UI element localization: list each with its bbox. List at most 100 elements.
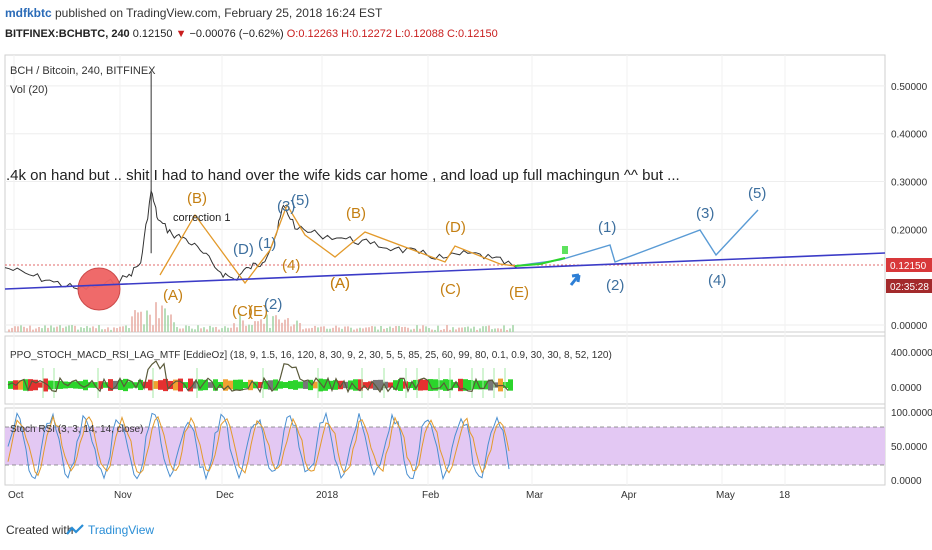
volume-bar bbox=[266, 314, 268, 332]
time-tick-label: May bbox=[716, 490, 735, 501]
ppo-bar bbox=[473, 380, 478, 390]
volume-bar bbox=[206, 329, 208, 332]
volume-bar bbox=[212, 327, 214, 332]
up-arrow-icon bbox=[569, 273, 581, 286]
volume-bar bbox=[296, 320, 298, 332]
volume-bar bbox=[503, 325, 505, 332]
volume-bar bbox=[50, 325, 52, 332]
volume-bar bbox=[32, 329, 34, 332]
volume-bar bbox=[440, 329, 442, 332]
ppo-histogram bbox=[8, 368, 513, 398]
ppo-bar bbox=[458, 378, 463, 392]
volume-bar bbox=[401, 327, 403, 332]
countdown-label: 02:35:28 bbox=[890, 282, 929, 293]
volume-bar bbox=[92, 326, 94, 332]
volume-bar bbox=[464, 327, 466, 332]
volume-bar bbox=[209, 325, 211, 332]
volume-bar bbox=[290, 326, 292, 332]
time-tick-label: Feb bbox=[422, 490, 440, 501]
ppo-bar bbox=[268, 380, 273, 390]
volume-bar bbox=[392, 327, 394, 332]
ppo-bar bbox=[303, 381, 308, 389]
volume-bar bbox=[59, 325, 61, 332]
volume-bar bbox=[446, 325, 448, 332]
volume-bar bbox=[215, 326, 217, 332]
trendline[interactable] bbox=[4, 252, 886, 290]
volume-bar bbox=[299, 323, 301, 332]
volume-bar bbox=[62, 327, 64, 332]
ppo-bar bbox=[163, 378, 168, 392]
volume-bar bbox=[8, 329, 10, 332]
price-tick-label: 0.00000 bbox=[891, 321, 928, 332]
ppo-bar bbox=[378, 379, 383, 391]
time-tick-label: Oct bbox=[8, 490, 24, 501]
volume-bar bbox=[452, 327, 454, 332]
volume-bar bbox=[317, 327, 319, 332]
volume-bar bbox=[20, 325, 22, 332]
time-axis: Oct Nov Dec 2018 Feb Mar Apr May 18 bbox=[8, 490, 791, 501]
volume-bar bbox=[353, 329, 355, 332]
wave-label-past: (B) bbox=[346, 205, 366, 222]
volume-bar bbox=[491, 329, 493, 332]
volume-bar bbox=[38, 326, 40, 332]
wave-label-past: (A) bbox=[330, 275, 350, 292]
ppo-bar bbox=[8, 381, 13, 389]
volume-bar bbox=[344, 326, 346, 332]
ppo-bar bbox=[108, 379, 113, 391]
volume-bar bbox=[89, 327, 91, 332]
volume-bar bbox=[71, 325, 73, 332]
volume-bar bbox=[386, 328, 388, 332]
volume-bar bbox=[143, 324, 145, 332]
wave-label-past: (E) bbox=[509, 284, 529, 301]
time-tick-label: Dec bbox=[216, 490, 234, 501]
publish-info: published on TradingView.com, February 2… bbox=[51, 6, 383, 20]
ppo-bar bbox=[283, 382, 288, 388]
ppo-bar bbox=[188, 378, 193, 392]
volume-bar bbox=[332, 327, 334, 332]
volume-bar bbox=[197, 325, 199, 332]
ppo-bar bbox=[353, 379, 358, 391]
volume-bar bbox=[284, 319, 286, 332]
volume-bar bbox=[248, 324, 250, 332]
wave-labels: (A)(B)(A)(C)(E)(D) (1)(2)(3)(4)(5)(B)(A)(… bbox=[163, 185, 766, 320]
volume-bar bbox=[182, 328, 184, 332]
volume-bar bbox=[242, 320, 244, 332]
author-link[interactable]: mdfkbtc bbox=[5, 6, 52, 20]
annotation-text: .4k on hand but .. shit I had to hand ov… bbox=[6, 167, 680, 184]
ppo-bar bbox=[388, 382, 393, 388]
ppo-bar bbox=[293, 380, 298, 390]
volume-bar bbox=[65, 326, 67, 332]
ppo-bar bbox=[313, 381, 318, 389]
chart-canvas[interactable]: BCH / Bitcoin, 240, BITFINEX Vol (20) .4… bbox=[0, 0, 932, 506]
ppo-pane[interactable] bbox=[4, 335, 886, 405]
created-with-label: Created with bbox=[6, 523, 74, 537]
volume-bar bbox=[191, 328, 193, 332]
volume-bar bbox=[494, 328, 496, 332]
price-tick-label: 0.40000 bbox=[891, 130, 928, 141]
ppo-bar bbox=[453, 382, 458, 388]
volume-bar bbox=[371, 326, 373, 332]
ppo-bar bbox=[393, 380, 398, 390]
ppo-bar bbox=[508, 379, 513, 391]
wave-label-past: (1) bbox=[258, 235, 276, 252]
volume-bar bbox=[158, 318, 160, 332]
volume-bar bbox=[224, 326, 226, 332]
volume-bar bbox=[323, 326, 325, 332]
volume-bar bbox=[359, 327, 361, 332]
volume-bar bbox=[485, 326, 487, 332]
price-tick-label: 0.30000 bbox=[891, 178, 928, 189]
volume-bar bbox=[86, 326, 88, 332]
ppo-bar bbox=[438, 380, 443, 390]
volume-bar bbox=[365, 327, 367, 332]
tradingview-brand[interactable]: TradingView bbox=[88, 523, 155, 537]
ppo-bar bbox=[33, 379, 38, 391]
volume-bars bbox=[8, 302, 514, 332]
volume-bar bbox=[329, 328, 331, 332]
ppo-label: PPO_STOCH_MACD_RSI_LAG_MTF [EddieOz] (18… bbox=[10, 350, 612, 361]
volume-bar bbox=[311, 327, 313, 332]
volume-bar bbox=[509, 328, 511, 332]
volume-bar bbox=[287, 318, 289, 332]
volume-bar bbox=[251, 324, 253, 332]
volume-bar bbox=[44, 325, 46, 332]
ppo-bar bbox=[43, 378, 48, 392]
